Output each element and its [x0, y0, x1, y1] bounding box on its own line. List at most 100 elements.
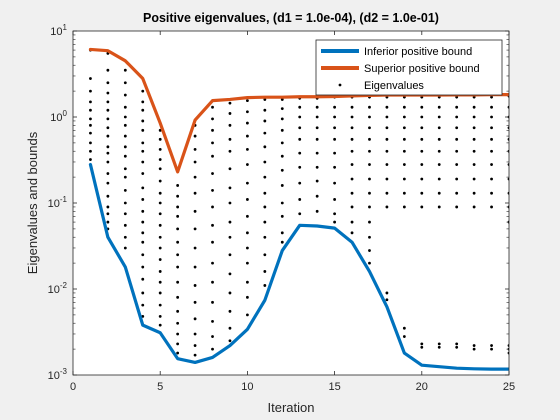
eigenvalue-point-189 — [280, 231, 284, 235]
eigenvalue-point-258 — [385, 291, 389, 295]
eigenvalue-point-89 — [176, 205, 180, 209]
eigenvalue-point-90 — [176, 214, 180, 218]
eigenvalue-point-289 — [437, 149, 441, 153]
eigenvalue-point-180 — [280, 107, 284, 111]
eigenvalue-point-132 — [211, 335, 214, 338]
eigenvalue-point-97 — [176, 309, 180, 313]
eigenvalue-point-184 — [280, 154, 284, 158]
eigenvalue-point-103 — [193, 134, 197, 138]
eigenvalue-point-298 — [455, 115, 459, 119]
eigenvalue-point-133 — [211, 347, 214, 351]
eigenvalue-point-108 — [193, 209, 197, 213]
eigenvalue-point-291 — [437, 177, 441, 181]
eigenvalue-point-280 — [420, 191, 424, 195]
eigenvalue-point-287 — [437, 126, 441, 130]
eigenvalue-point-69 — [158, 137, 162, 141]
inferior-bound-line — [88, 162, 509, 371]
eigenvalue-point-215 — [333, 137, 336, 141]
eigenvalue-point-318 — [472, 344, 476, 347]
eigenvalue-point-300 — [455, 137, 459, 141]
eigenvalue-point-24 — [106, 181, 110, 185]
eigenvalue-point-200 — [298, 212, 302, 216]
eigenvalue-point-302 — [455, 163, 459, 166]
eigenvalue-point-244 — [368, 220, 371, 224]
eigenvalue-point-105 — [193, 160, 197, 164]
chart-title: Positive eigenvalues, (d1 = 1.0e-04), (d… — [143, 11, 439, 25]
eigenvalue-point-229 — [350, 177, 354, 181]
eigenvalue-point-116 — [193, 344, 197, 347]
eigenvalue-point-283 — [420, 345, 424, 349]
eigenvalue-point-3 — [89, 100, 92, 104]
eigenvalue-point-95 — [176, 280, 180, 284]
eigenvalue-point-4 — [89, 108, 92, 112]
eigenvalue-point-329 — [490, 205, 493, 209]
eigenvalue-point-301 — [455, 149, 459, 153]
eigenvalue-point-155 — [246, 163, 249, 166]
eigenvalue-point-33 — [123, 105, 127, 109]
eigenvalue-point-76 — [158, 212, 162, 216]
eigenvalue-point-177 — [263, 270, 267, 273]
eigenvalue-point-265 — [402, 149, 406, 153]
eigenvalue-point-273 — [420, 105, 424, 109]
eigenvalue-point-131 — [211, 320, 214, 323]
eigenvalue-point-174 — [263, 220, 267, 224]
eigenvalue-point-286 — [437, 115, 441, 119]
eigenvalue-point-285 — [437, 105, 441, 109]
eigenvalue-point-6 — [89, 123, 92, 127]
eigenvalue-point-19 — [106, 134, 110, 138]
eigenvalue-point-232 — [350, 220, 354, 224]
eigenvalue-point-239 — [368, 149, 371, 153]
eigenvalue-point-242 — [368, 191, 371, 195]
eigenvalue-point-78 — [158, 235, 162, 239]
eigenvalue-point-295 — [437, 345, 441, 349]
eigenvalue-point-1 — [89, 77, 92, 80]
eigenvalue-point-81 — [158, 270, 162, 273]
eigenvalue-point-221 — [333, 220, 336, 224]
eigenvalue-point-112 — [193, 284, 197, 287]
eigenvalue-point-253 — [385, 149, 389, 153]
eigenvalue-point-223 — [350, 105, 354, 109]
eigenvalue-point-80 — [158, 258, 162, 261]
eigenvalue-point-25 — [106, 194, 110, 198]
eigenvalue-point-193 — [298, 115, 302, 119]
eigenvalue-point-194 — [298, 126, 302, 130]
eigenvalue-point-32 — [123, 93, 127, 97]
eigenvalue-point-62 — [141, 253, 145, 257]
eigenvalue-point-153 — [246, 134, 249, 138]
eigenvalue-point-53 — [141, 149, 145, 153]
eigenvalue-point-315 — [472, 177, 476, 181]
eigenvalue-point-130 — [211, 300, 214, 304]
eigenvalue-point-261 — [402, 105, 406, 109]
eigenvalue-point-28 — [106, 220, 110, 224]
eigenvalue-point-316 — [472, 191, 476, 195]
y-tick-label: 10-1 — [48, 195, 68, 210]
eigenvalue-point-203 — [315, 115, 319, 119]
eigenvalue-point-277 — [420, 149, 424, 153]
eigenvalue-point-252 — [385, 137, 389, 141]
eigenvalue-point-156 — [246, 181, 249, 185]
eigenvalue-point-14 — [106, 91, 110, 95]
eigenvalue-point-327 — [490, 177, 493, 181]
eigenvalue-point-54 — [141, 160, 145, 164]
eigenvalue-point-219 — [333, 198, 336, 201]
eigenvalue-point-188 — [280, 214, 284, 218]
eigenvalue-point-247 — [368, 261, 371, 265]
y-axis-label: Eigenvalues and bounds — [25, 131, 40, 274]
eigenvalue-point-87 — [176, 184, 180, 187]
eigenvalue-point-190 — [280, 240, 284, 244]
eigenvalue-point-98 — [176, 321, 180, 325]
eigenvalue-point-178 — [263, 284, 267, 287]
x-tick-label: 10 — [241, 381, 253, 393]
eigenvalue-point-119 — [211, 117, 214, 121]
eigenvalue-point-46 — [123, 246, 127, 250]
eigenvalue-point-176 — [263, 253, 267, 257]
eigenvalue-point-262 — [402, 115, 406, 119]
eigenvalue-point-142 — [228, 220, 232, 224]
eigenvalue-point-26 — [106, 205, 110, 209]
eigenvalue-point-249 — [385, 105, 389, 109]
eigenvalue-point-164 — [246, 313, 249, 317]
eigenvalue-point-256 — [385, 191, 389, 195]
eigenvalue-point-37 — [123, 145, 127, 149]
eigenvalue-point-169 — [263, 145, 267, 149]
eigenvalue-point-182 — [280, 128, 284, 132]
